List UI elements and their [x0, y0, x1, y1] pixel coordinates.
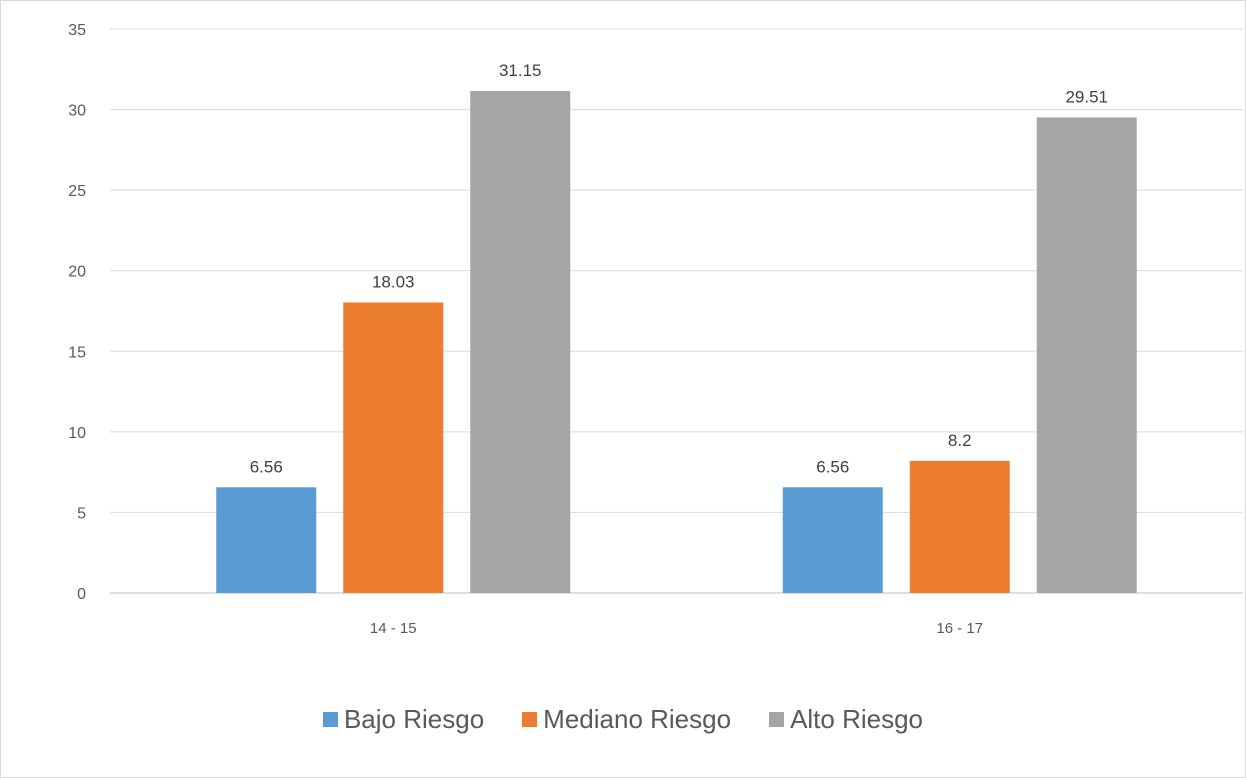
x-tick-label: 16 - 17: [936, 620, 983, 637]
legend-label: Bajo Riesgo: [343, 704, 485, 734]
y-tick-label: 20: [68, 264, 86, 281]
bar: [216, 487, 317, 593]
y-tick-label: 15: [68, 344, 86, 361]
y-tick-label: 0: [77, 586, 86, 603]
data-label: 29.51: [1065, 87, 1108, 106]
legend-item: Alto Riesgo: [769, 704, 923, 735]
legend-swatch: [769, 712, 785, 727]
x-axis-categories: 14 - 15 16 - 17: [370, 620, 983, 637]
y-tick-label: 30: [68, 103, 86, 120]
data-label: 31.15: [499, 61, 542, 80]
y-axis-ticks: 0 5 10 15 20 25 30 35: [68, 22, 86, 603]
legend-item: Bajo Riesgo: [322, 704, 485, 735]
y-tick-label: 25: [68, 183, 86, 200]
bar: [1036, 117, 1137, 593]
legend-swatch: [522, 712, 538, 727]
data-label: 6.56: [250, 457, 283, 476]
data-label: 6.56: [816, 457, 849, 476]
legend-item: Mediano Riesgo: [522, 704, 731, 735]
y-tick-label: 5: [77, 505, 86, 522]
bar: [470, 91, 571, 593]
data-label: 8.2: [948, 431, 972, 450]
bar: [343, 302, 444, 593]
legend-swatch: [322, 712, 338, 727]
data-labels: 6.56 18.03 31.15 6.56 8.2 29.51: [250, 61, 1108, 476]
bars: [216, 91, 1137, 593]
y-tick-label: 35: [68, 22, 86, 39]
y-tick-label: 10: [68, 425, 86, 442]
x-tick-label: 14 - 15: [370, 620, 417, 637]
bar: [782, 487, 883, 593]
bar: [909, 460, 1010, 593]
data-label: 18.03: [372, 272, 415, 291]
legend: Bajo Riesgo Mediano Riesgo Alto Riesgo: [0, 704, 1246, 735]
legend-label: Mediano Riesgo: [543, 704, 732, 734]
legend-label: Alto Riesgo: [790, 704, 924, 734]
bar-chart: 0 5 10 15 20 25 30 35 6.56 18.03 31.15 6.56 8.2 29.5…: [68, 22, 1243, 637]
